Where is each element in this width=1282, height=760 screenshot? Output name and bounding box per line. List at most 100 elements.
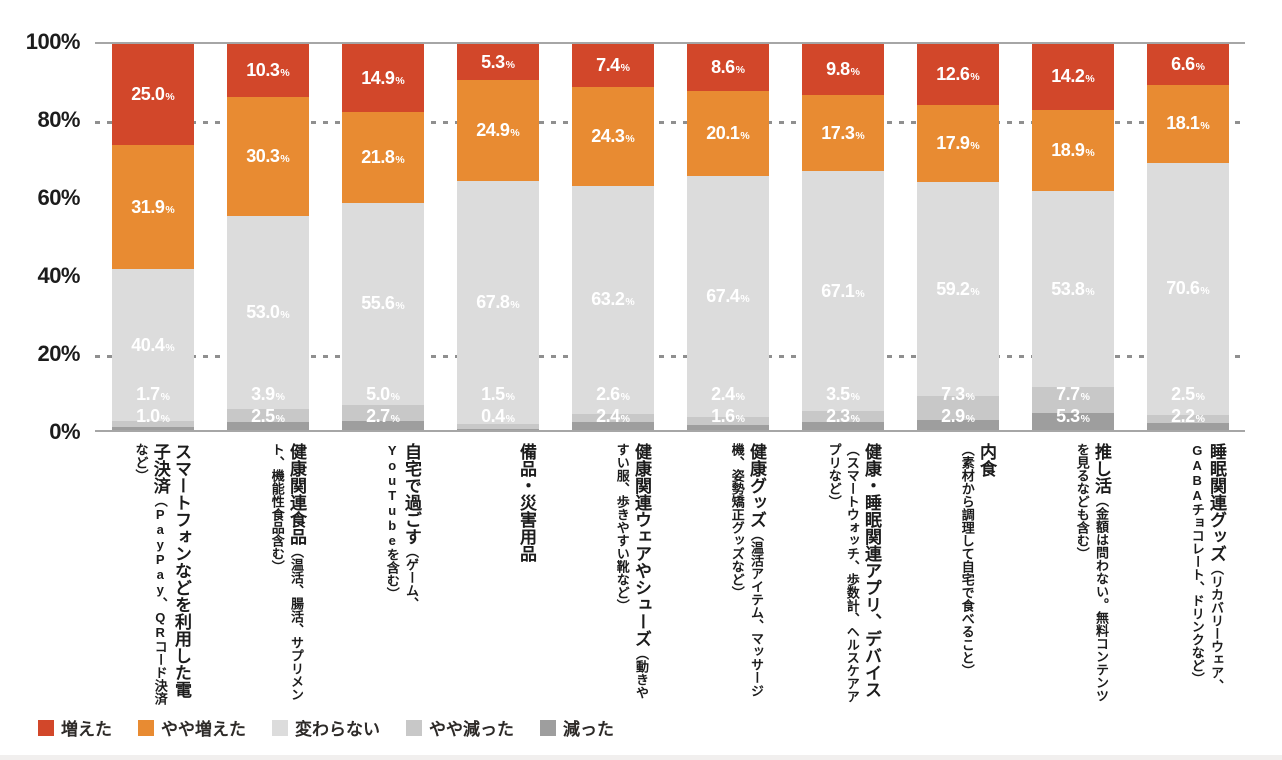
segment: 67.8% bbox=[457, 181, 539, 424]
value-label: 17.9% bbox=[936, 132, 980, 153]
segment: 30.3% bbox=[227, 96, 309, 216]
segment bbox=[687, 416, 769, 425]
segment: 70.6% bbox=[1147, 163, 1229, 415]
x-category-label: 健康・睡眠関連アプリ、デバイス（スマートウォッチ、歩数計、ヘルスケアアプリなど） bbox=[825, 443, 882, 705]
x-category-label: 備品・災害用品 bbox=[516, 443, 537, 705]
x-category-cell: 健康関連ウェアやシューズ（動きやすい服、歩きやすい靴など） bbox=[572, 438, 654, 708]
segment: 53.0% bbox=[227, 215, 309, 409]
y-axis: 100% 80% 60% 40% 20% 0% bbox=[0, 29, 88, 444]
y-tick-label: 20% bbox=[37, 341, 80, 366]
segment bbox=[112, 421, 194, 427]
segment bbox=[1147, 414, 1229, 423]
value-label: 67.8% bbox=[476, 292, 520, 313]
value-label: 20.1% bbox=[706, 123, 750, 144]
category-note: （素材から調理して自宅で食べること） bbox=[959, 443, 975, 677]
gridline-20 bbox=[95, 355, 1245, 358]
segment bbox=[342, 421, 424, 430]
segment: 55.6% bbox=[342, 202, 424, 405]
segment: 21.8% bbox=[342, 112, 424, 203]
segment bbox=[342, 404, 424, 422]
bar-3: 14.9% 21.8% 55.6% 5.0% 2.7% bbox=[342, 44, 424, 430]
segment bbox=[687, 424, 769, 431]
x-category-cell: 健康グッズ（温活アイテム、マッサージ機、姿勢矯正グッズなど） bbox=[687, 438, 769, 708]
y-tick-label: 80% bbox=[37, 107, 80, 132]
bar-5: 7.4% 24.3% 63.2% 2.6% 2.4% bbox=[572, 44, 654, 431]
value-label: 53.8% bbox=[1051, 278, 1095, 299]
legend-item: 変わらない bbox=[272, 715, 380, 740]
x-category-label: 健康関連食品（温活、腸活、サプリメント、機能性食品含む） bbox=[268, 443, 307, 705]
value-label: 3.9% bbox=[251, 384, 285, 404]
x-category-cell: 推し活（金額は問わない。無料コンテンツを見るなども含む） bbox=[1032, 438, 1114, 708]
segment: 67.4% bbox=[687, 176, 769, 417]
value-label: 5.3% bbox=[481, 51, 515, 72]
value-label: 63.2% bbox=[591, 289, 635, 310]
segment: 8.6% bbox=[687, 44, 769, 92]
legend-label: やや増えた bbox=[161, 720, 246, 739]
value-label: 25.0% bbox=[131, 84, 175, 105]
x-category-cell: 自宅で過ごす（ゲーム、YouTubeを含む） bbox=[342, 438, 424, 708]
bars-container: 25.0% 31.9% 40.4% 1.7% 1.0% 10.3% 30.3% 53.0% 3.… bbox=[95, 44, 1245, 431]
value-label: 2.9% bbox=[941, 406, 975, 426]
value-label: 9.8% bbox=[826, 59, 860, 80]
segment: 67.1% bbox=[802, 171, 884, 411]
segment: 63.2% bbox=[572, 186, 654, 414]
segment bbox=[457, 428, 539, 430]
segment: 24.9% bbox=[457, 80, 539, 182]
category-title: 健康関連ウェアやシューズ bbox=[632, 443, 651, 647]
value-label: 1.5% bbox=[481, 384, 515, 404]
bar-1: 25.0% 31.9% 40.4% 1.7% 1.0% bbox=[112, 44, 194, 431]
category-note: （温活アイテム、マッサージ機、姿勢矯正グッズなど） bbox=[729, 443, 764, 697]
segment: 10.3% bbox=[227, 44, 309, 97]
bottom-divider bbox=[0, 755, 1282, 760]
segment bbox=[917, 396, 999, 421]
value-label: 14.2% bbox=[1051, 66, 1095, 87]
segment: 20.1% bbox=[687, 91, 769, 177]
segment: 18.1% bbox=[1147, 84, 1229, 164]
legend-item: 増えた bbox=[38, 715, 112, 740]
segment: 40.4% bbox=[112, 269, 194, 422]
value-label: 2.3% bbox=[826, 406, 860, 426]
value-label: 2.4% bbox=[711, 384, 745, 404]
category-note: （温活、腸活、サプリメント、機能性食品含む） bbox=[269, 443, 304, 701]
category-title: 備品・災害用品 bbox=[517, 443, 536, 562]
value-label: 2.5% bbox=[251, 406, 285, 426]
x-category-cell: 内食（素材から調理して自宅で食べること） bbox=[917, 438, 999, 708]
bar-4: 5.3% 24.9% 67.8% 1.5% 0.4% bbox=[457, 44, 539, 430]
legend-item: 減った bbox=[540, 715, 614, 740]
category-note: （ゲーム、YouTubeを含む） bbox=[384, 443, 419, 610]
value-label: 24.9% bbox=[476, 120, 520, 141]
segment bbox=[227, 421, 309, 430]
bar-2: 10.3% 30.3% 53.0% 3.9% 2.5% bbox=[227, 44, 309, 430]
x-category-cell: スマートフォンなどを利用した電子決済（PayPay、QRコード決済など） bbox=[112, 438, 194, 708]
value-label: 6.6% bbox=[1171, 53, 1205, 74]
x-category-label: 内食（素材から調理して自宅で食べること） bbox=[958, 443, 997, 705]
x-category-label: 睡眠関連グッズ（リカバリーウェア、GABAチョコレート、ドリンクなど） bbox=[1188, 443, 1227, 705]
value-label: 12.6% bbox=[936, 63, 980, 84]
bar-7: 9.8% 17.3% 67.1% 3.5% 2.3% bbox=[802, 44, 884, 430]
category-note: （PayPay、QRコード決済など） bbox=[133, 443, 168, 705]
segment: 25.0% bbox=[112, 44, 194, 146]
legend-swatch-icon bbox=[406, 719, 422, 736]
segment bbox=[1032, 412, 1114, 430]
segment: 17.9% bbox=[917, 104, 999, 183]
value-label: 24.3% bbox=[591, 126, 635, 147]
value-label: 2.6% bbox=[596, 384, 630, 404]
value-label: 30.3% bbox=[246, 145, 290, 166]
segment: 18.9% bbox=[1032, 109, 1114, 192]
value-label: 70.6% bbox=[1166, 278, 1210, 299]
value-label: 67.1% bbox=[821, 280, 865, 301]
x-category-label: 推し活（金額は問わない。無料コンテンツを見るなども含む） bbox=[1073, 443, 1112, 705]
category-title: 自宅で過ごす bbox=[402, 443, 421, 545]
bar-9: 14.2% 18.9% 53.8% 7.7% 5.3% bbox=[1032, 44, 1114, 430]
bar-6: 8.6% 20.1% 67.4% 2.4% 1.6% bbox=[687, 44, 769, 431]
segment: 53.8% bbox=[1032, 191, 1114, 388]
value-label: 59.2% bbox=[936, 278, 980, 299]
y-tick-label: 100% bbox=[25, 29, 81, 54]
legend-swatch-icon bbox=[272, 719, 288, 736]
x-category-label: スマートフォンなどを利用した電子決済（PayPay、QRコード決済など） bbox=[132, 443, 193, 705]
legend-label: やや減った bbox=[429, 720, 514, 739]
category-title: 健康・睡眠関連アプリ、デバイス bbox=[862, 443, 881, 698]
value-label: 40.4% bbox=[131, 334, 175, 355]
legend-label: 増えた bbox=[61, 720, 112, 739]
